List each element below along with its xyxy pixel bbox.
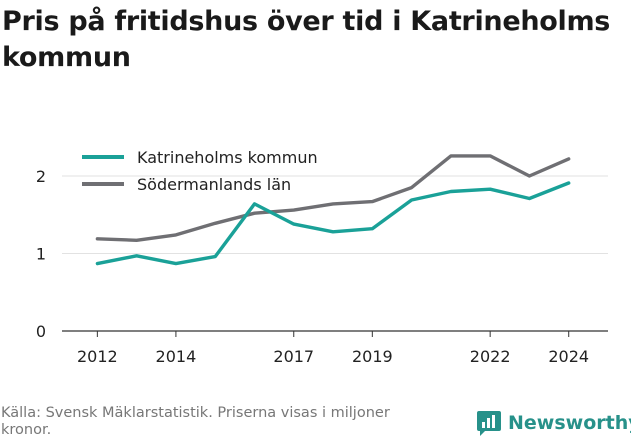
x-tick-label: 2014 [156,347,197,366]
x-tick-label: 2017 [273,347,314,366]
brand-logo[interactable]: Newsworthy [476,408,631,438]
y-axis-ticks: 0 1 2 [36,167,46,341]
x-tick-label: 2019 [352,347,393,366]
series-line-katrineholms-kommun [95,181,571,266]
source-note: Källa: Svensk Mäklarstatistik. Priserna … [1,405,390,438]
series-line-södermanlands-län [95,154,571,243]
legend-label: Katrineholms kommun [137,148,318,167]
y-tick-label: 1 [36,245,46,264]
x-tick-label: 2012 [77,347,118,366]
newsworthy-logo-icon [477,411,501,436]
x-tick-label: 2022 [470,347,511,366]
brand-name: Newsworthy [508,412,631,434]
series-lines [95,154,571,266]
x-axis: 2012 2014 2017 2019 2022 2024 [77,331,589,366]
chart-title: Pris på fritidshus över tid i Katrinehol… [2,6,611,73]
legend-label: Södermanlands län [137,175,291,194]
legend: Katrineholms kommun Södermanlands län [82,148,318,194]
x-tick-label: 2024 [548,347,589,366]
y-tick-label: 2 [36,167,46,186]
y-tick-label: 0 [36,322,46,341]
gridlines [62,175,608,332]
